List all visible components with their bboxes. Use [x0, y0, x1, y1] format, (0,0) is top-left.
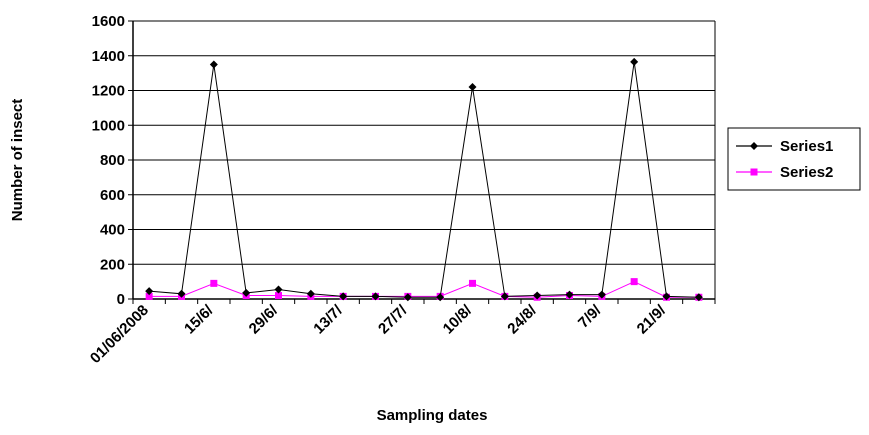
- y-axis-title: Number of insect: [9, 99, 26, 222]
- series1-point: [597, 290, 606, 299]
- y-tick-label: 600: [100, 187, 125, 204]
- legend-box: [727, 127, 861, 191]
- series1-point: [306, 289, 315, 298]
- series1-point: [500, 292, 509, 301]
- series-layer: [145, 57, 703, 302]
- series1-point: [630, 57, 639, 66]
- series1-point: [436, 293, 445, 302]
- series2-point: [210, 279, 218, 287]
- series1-point: [533, 291, 542, 300]
- series1-point: [371, 292, 380, 301]
- series2-line: [149, 281, 699, 298]
- legend-label-series2: Series2: [780, 164, 833, 181]
- series1-point: [242, 288, 251, 297]
- series1-point: [403, 293, 412, 302]
- series1-point: [339, 292, 348, 301]
- series1-point: [694, 293, 703, 302]
- x-tick-label: 21/9/: [634, 301, 670, 337]
- y-tick-label: 1200: [92, 83, 125, 100]
- y-tick-label: 400: [100, 222, 125, 239]
- series1-point: [177, 289, 186, 298]
- x-tick-label: 24/8/: [504, 301, 540, 337]
- x-tick-label: 29/6/: [246, 301, 282, 337]
- legend-label-series1: Series1: [780, 138, 833, 155]
- y-tick-label: 0: [117, 291, 125, 308]
- x-tick-label: 10/8/: [440, 301, 476, 337]
- y-tick-label: 1600: [92, 13, 125, 30]
- x-tick-label: 27/7/: [375, 301, 411, 337]
- series1-point: [274, 285, 283, 294]
- x-tick-label: 15/6/: [181, 301, 217, 337]
- series1-point: [209, 60, 218, 69]
- x-tick-label: 01/06/2008: [87, 302, 152, 367]
- y-tick-label: 1400: [92, 48, 125, 65]
- y-tick-label: 1000: [92, 117, 125, 134]
- y-tick-label: 800: [100, 152, 125, 169]
- series1-point: [662, 292, 671, 301]
- x-axis-title: Sampling dates: [377, 407, 488, 424]
- series1-line: [149, 61, 699, 298]
- series1-point: [145, 287, 154, 296]
- plot-area: [133, 20, 716, 299]
- legend-marker-series2: [750, 168, 758, 176]
- y-axis: 0 200 400 600 800 1000 1200 1400 1600: [92, 13, 134, 308]
- series1-point: [468, 83, 477, 92]
- series2-point: [630, 278, 638, 286]
- y-tick-label: 200: [100, 256, 125, 273]
- series2-point: [145, 292, 153, 300]
- x-tick-label: 7/9/: [575, 301, 605, 331]
- x-axis: 01/06/2008 15/6/29/6/13/7/27/7/10/8/24/8/…: [87, 298, 716, 367]
- series2-point: [275, 292, 282, 300]
- series2-point: [469, 279, 476, 287]
- legend: Series1 Series2: [727, 127, 861, 191]
- legend-marker-series1: [750, 142, 758, 150]
- x-tick-label: 13/7/: [310, 301, 346, 337]
- series1-point: [565, 290, 574, 299]
